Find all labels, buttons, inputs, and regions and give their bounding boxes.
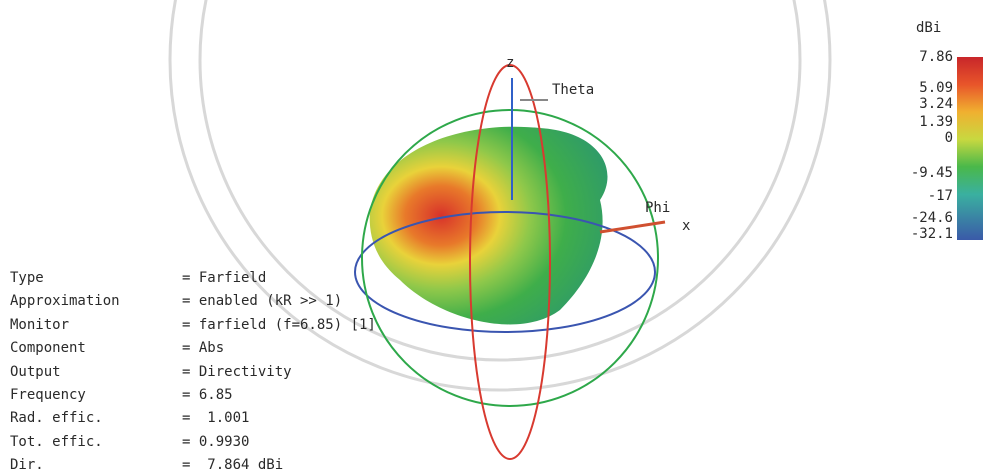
info-value: = Directivity (182, 363, 292, 380)
info-label: Frequency (10, 387, 86, 403)
info-value: = 7.864 dBi (182, 457, 284, 472)
info-label: Tot. effic. (10, 433, 103, 450)
colorbar-tick: -32.1 (910, 226, 953, 242)
colorbar-tick: 0 (944, 130, 953, 146)
axis-label: Theta (552, 82, 595, 98)
info-label: Approximation (10, 293, 120, 310)
axis-label: x (682, 218, 691, 234)
info-value: = enabled (kR >> 1) (182, 293, 343, 310)
info-label: Dir. (10, 457, 44, 472)
info-label: Rad. effic. (10, 410, 103, 427)
colorbar (957, 57, 983, 240)
axis-label: z (506, 55, 515, 71)
info-label: Component (10, 340, 86, 357)
phi-circle (354, 211, 656, 333)
pattern-surface (369, 126, 608, 325)
theta-circle (361, 109, 659, 407)
colorbar-tick: 5.09 (919, 80, 953, 96)
info-label: Monitor (10, 316, 70, 333)
info-label: Output (10, 363, 61, 380)
info-value: = farfield (f=6.85) [1] (182, 316, 376, 333)
info-label: Type (10, 270, 44, 286)
info-value: = 6.85 (182, 387, 233, 403)
colorbar-unit: dBi (916, 20, 942, 36)
info-value: = Abs (182, 340, 225, 357)
info-value: = Farfield (182, 270, 267, 286)
info-value: = 1.001 (182, 410, 250, 427)
colorbar-tick: -24.6 (910, 210, 953, 226)
watermark (168, 0, 832, 392)
axis-label: Phi (645, 200, 671, 216)
x-axis (599, 220, 666, 234)
colorbar-tick: 7.86 (919, 49, 953, 65)
info-value: = 0.9930 (182, 433, 250, 450)
colorbar-tick: -17 (927, 188, 953, 204)
colorbar-tick: 1.39 (919, 114, 953, 130)
colorbar-tick: -9.45 (910, 165, 953, 181)
colorbar-tick: 3.24 (919, 96, 953, 112)
meridian-circle (469, 64, 551, 460)
